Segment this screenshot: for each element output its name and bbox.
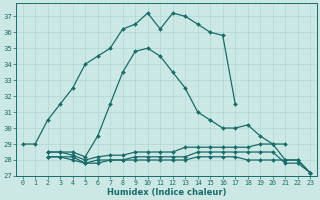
X-axis label: Humidex (Indice chaleur): Humidex (Indice chaleur) <box>107 188 226 197</box>
